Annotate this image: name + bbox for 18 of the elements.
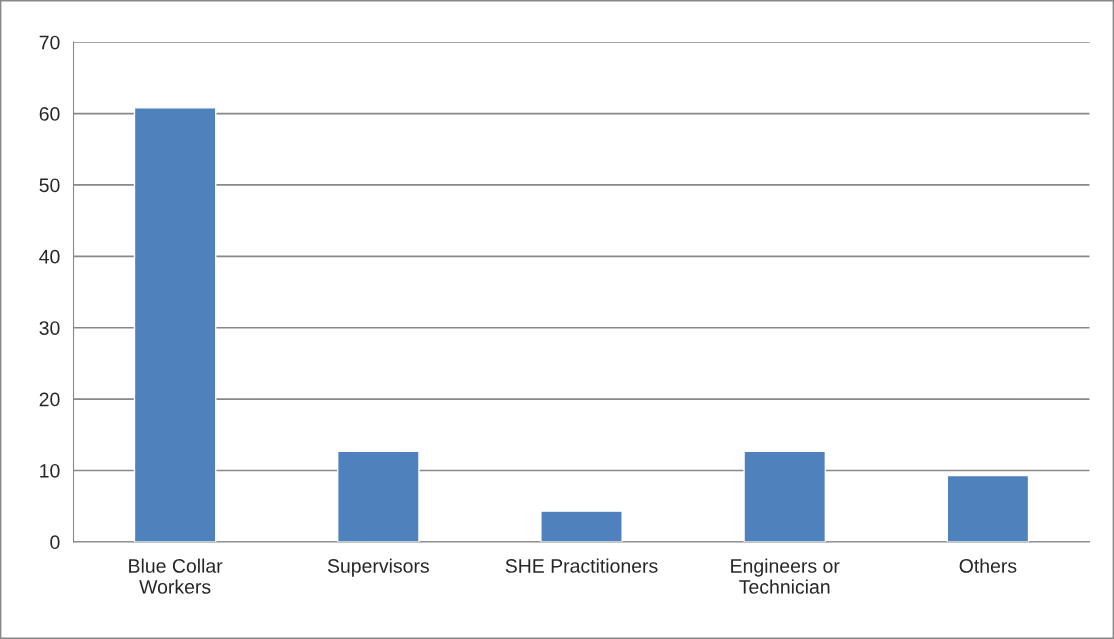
x-tick-label: Blue Collar Workers	[129, 558, 223, 594]
bar	[133, 107, 217, 542]
y-tick-label: 0	[50, 535, 60, 550]
y-tick-label: 10	[40, 463, 60, 478]
y-tick-label: 30	[39, 321, 60, 335]
y-tick-label: 20	[39, 392, 60, 407]
bar	[743, 450, 827, 542]
y-tick-label: 60	[39, 107, 60, 121]
bar	[540, 510, 623, 542]
y-tick-label: 50	[39, 178, 60, 193]
x-tick-label: Engineers or Technician	[731, 558, 840, 594]
bar	[946, 474, 1030, 542]
x-tick-label: Others	[959, 558, 1017, 573]
y-tick-label: 40	[39, 249, 60, 264]
y-tick-label: 70	[39, 35, 60, 50]
x-tick-label: SHE Practitioners	[505, 558, 658, 573]
x-tick-label: Supervisors	[327, 558, 429, 577]
bar	[336, 450, 420, 542]
